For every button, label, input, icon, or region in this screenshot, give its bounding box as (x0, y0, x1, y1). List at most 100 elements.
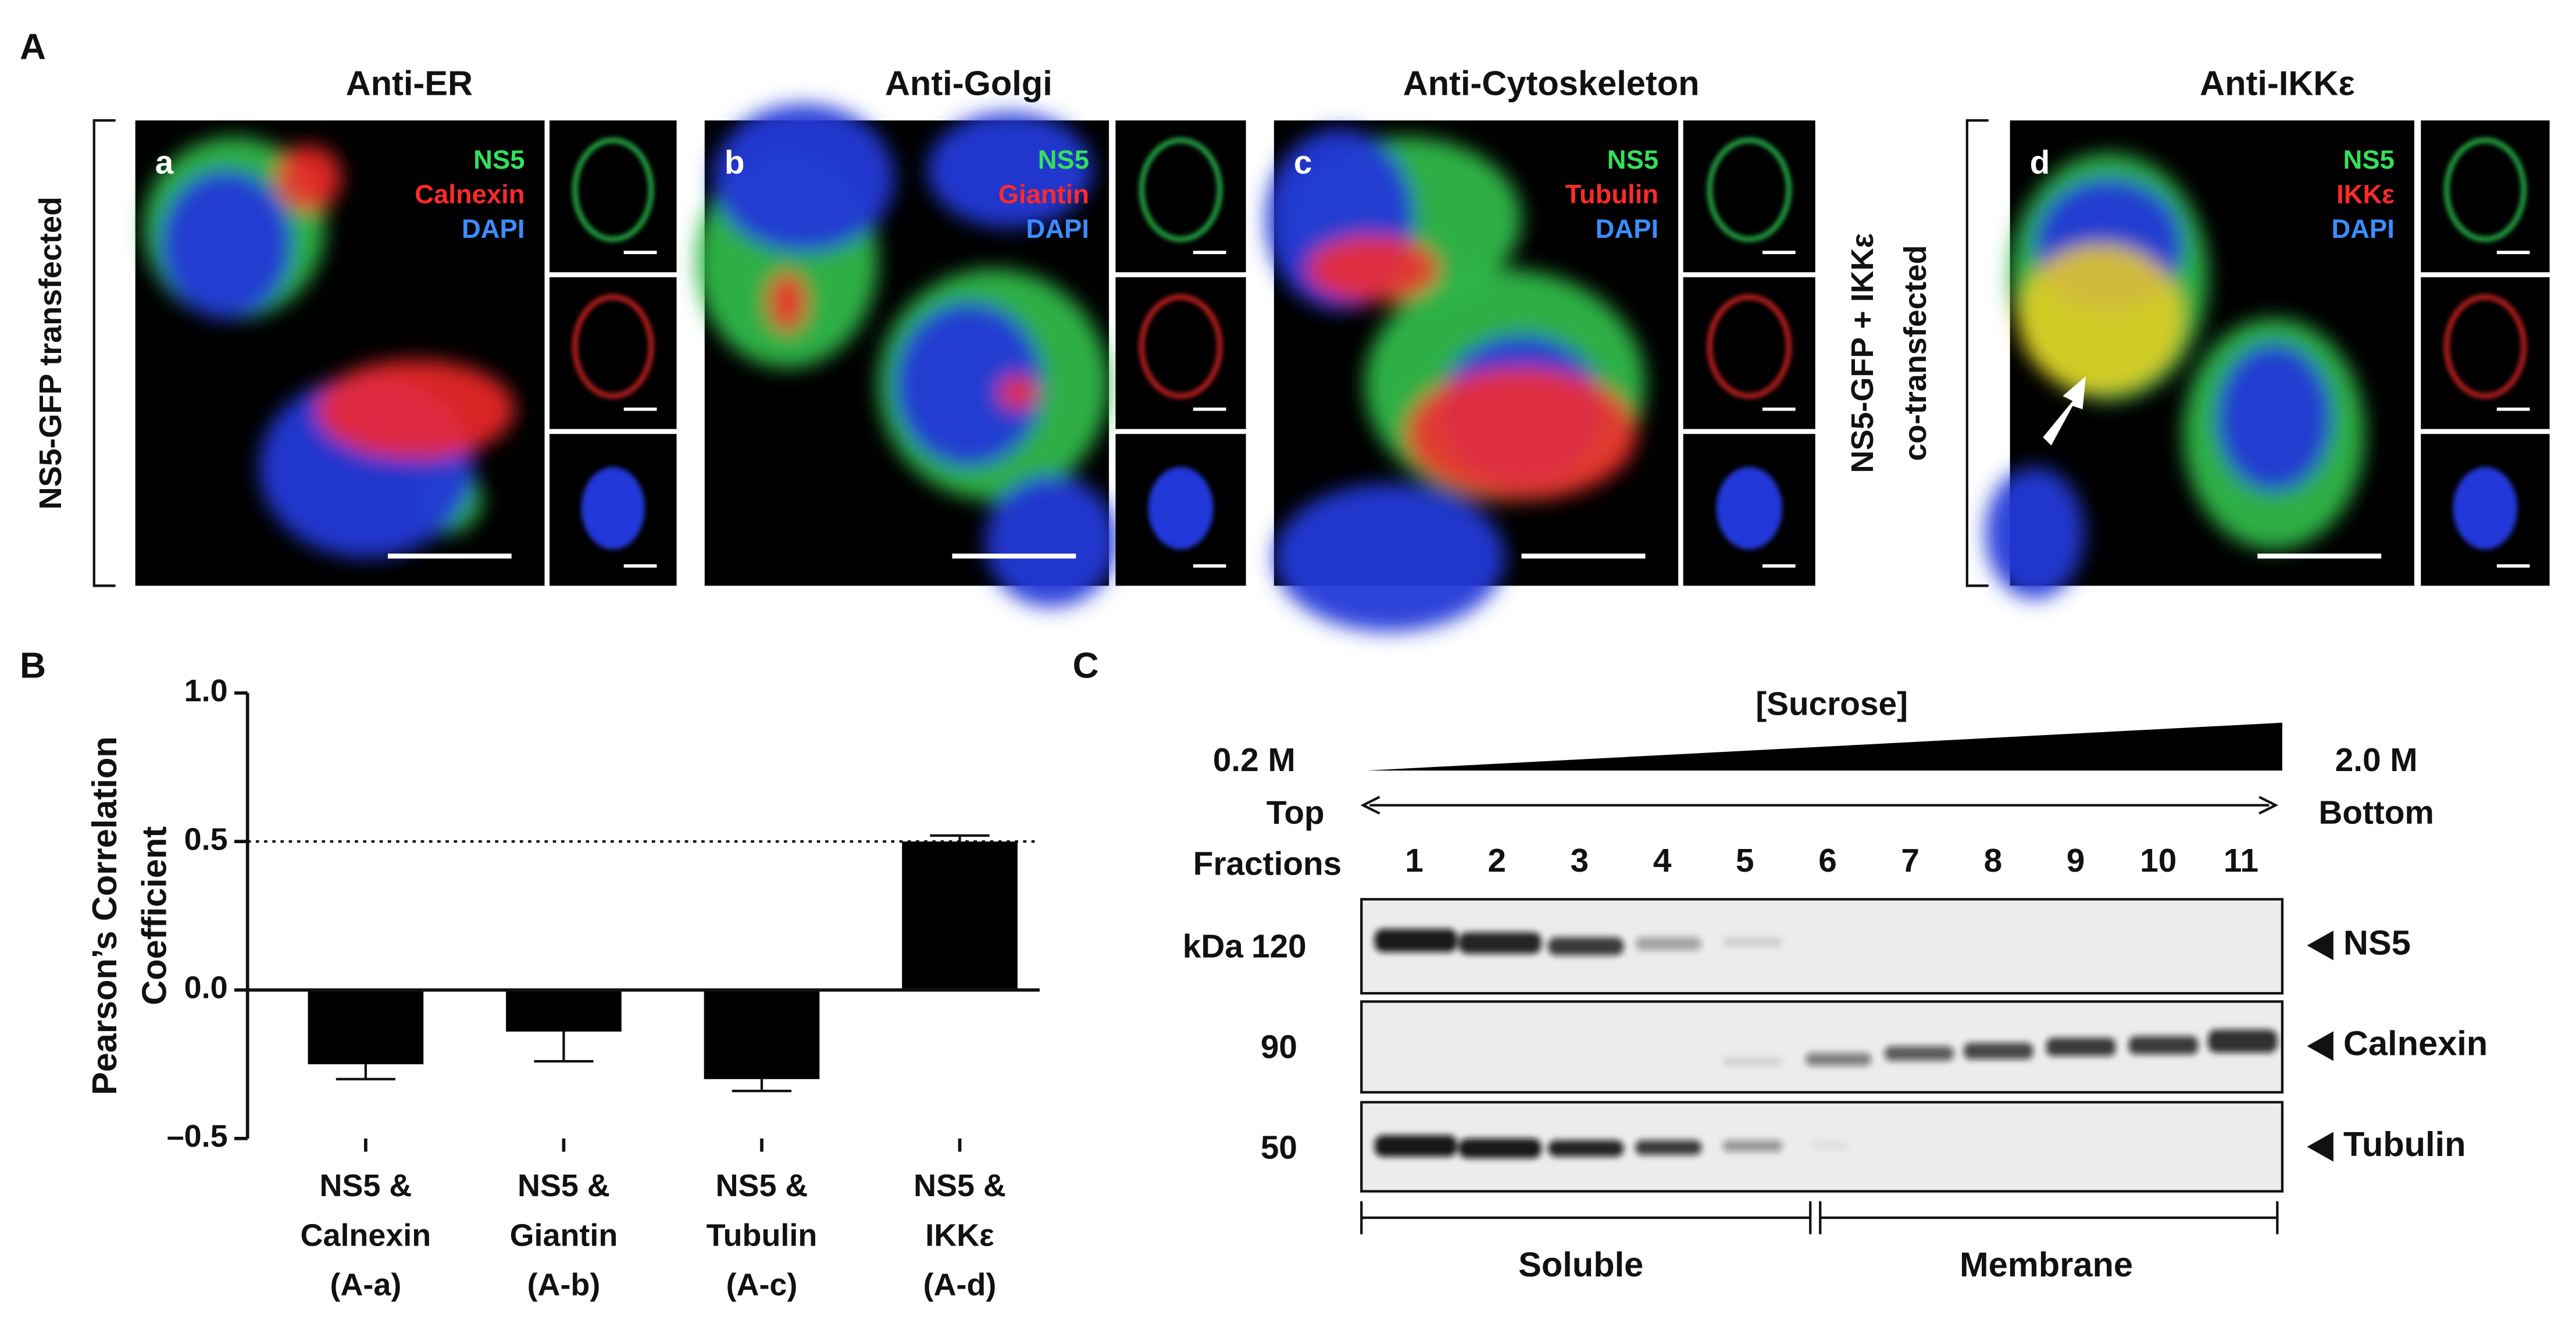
band (2046, 1037, 2116, 1056)
micrograph-art (1265, 129, 1646, 632)
column-title: Anti-ER (346, 63, 473, 102)
inset-signal (572, 294, 654, 399)
fraction-number: 7 (1901, 843, 1919, 879)
x-tick-label: Giantin (510, 1218, 618, 1253)
inset-signal (1707, 294, 1792, 399)
fraction-number: 9 (2067, 843, 2085, 879)
panel-label: A (20, 27, 46, 67)
inset (550, 120, 677, 273)
band (2208, 1029, 2278, 1053)
bar (704, 990, 820, 1079)
y-tick-label: 1.0 (184, 673, 228, 708)
band (1722, 1057, 1782, 1066)
band (1805, 1053, 1872, 1066)
inset (1683, 277, 1815, 429)
inset (550, 277, 677, 429)
inset-signal (1716, 467, 1782, 550)
fraction-number: 8 (1984, 843, 2003, 879)
cell-signal (927, 112, 1093, 228)
micrograph-art (696, 104, 1118, 608)
error-bar (336, 1064, 395, 1080)
gradient-low: 0.2 M (1213, 742, 1296, 779)
blot-labels: 1 2 3 4 5 6 7 8 9 10 11 120 NS5 90 Calnexin 50 Tubulin (1251, 843, 2488, 1166)
pointer (2307, 1132, 2334, 1162)
top-label: Top (1266, 795, 1325, 832)
protein-label: Tubulin (2343, 1125, 2466, 1164)
fraction-number: 10 (2140, 843, 2177, 879)
cell-signal (894, 302, 1043, 468)
x-tick-label: Tubulin (707, 1218, 818, 1253)
row-label: co-transfected (1898, 245, 1933, 461)
micrograph-art (143, 137, 515, 558)
bar (506, 990, 622, 1032)
stain-legend: NS5 (1038, 145, 1089, 174)
gradient-title: [Sucrose] (1756, 686, 1908, 722)
band (1964, 1043, 2033, 1059)
protein-label: Calnexin (2343, 1024, 2488, 1063)
micrograph-art (1985, 153, 2365, 600)
inset-signal (1148, 467, 1214, 550)
arrow (2043, 376, 2086, 446)
band (1812, 1141, 1849, 1150)
pointer (2307, 1031, 2334, 1061)
inset-signal (2453, 467, 2518, 550)
x-tick-label: NS5 & (914, 1168, 1006, 1203)
panel-label: C (1073, 645, 1099, 686)
row-label: NS5-GFP transfected (33, 197, 68, 509)
band (1374, 1135, 1457, 1157)
column-title: Anti-Golgi (885, 63, 1052, 102)
panel-letter: a (155, 145, 174, 181)
group-label: Soluble (1518, 1245, 1643, 1284)
y-tick-label: 0.5 (184, 822, 228, 857)
stain-legend: Calnexin (415, 180, 525, 209)
x-tick-label: (A-b) (527, 1267, 601, 1302)
band (2128, 1036, 2199, 1055)
panel-letter: c (1294, 145, 1312, 181)
inset-signal (1707, 137, 1792, 242)
x-tick-label: (A-a) (330, 1267, 401, 1302)
row-label: NS5-GFP + IKKε (1845, 233, 1880, 473)
kda-value: 50 (1261, 1130, 1297, 1166)
panel-label: B (20, 645, 46, 686)
band (1374, 929, 1457, 952)
bar-chart: –0.5 0.0 0.5 1.0 Pearson’s Correlation Coeffi… (85, 673, 1040, 1302)
kda-value: 90 (1261, 1029, 1297, 1066)
stain-legend: IKKε (2336, 180, 2395, 209)
bracket (1965, 119, 1989, 587)
fraction-number: 2 (1487, 843, 1506, 879)
fraction-number: 4 (1653, 843, 1672, 879)
cell-signal (1273, 483, 1505, 632)
band (1458, 932, 1542, 954)
inset (2421, 277, 2550, 429)
panel-letter: d (2030, 145, 2050, 181)
cell-signal (1985, 467, 2085, 600)
stain-legend: DAPI (2331, 214, 2394, 244)
cell-signal (712, 104, 895, 253)
stain-legend: Tubulin (1565, 180, 1659, 209)
cell-signal (2216, 343, 2332, 492)
fraction-number: 6 (1818, 843, 1837, 879)
column-title: Anti-Cytoskeleton (1403, 63, 1700, 102)
stain-legend: NS5 (1607, 145, 1658, 174)
cell-signal (2018, 244, 2183, 393)
cell-signal (985, 475, 1118, 608)
cell-signal (275, 145, 342, 212)
arrow-heads (1360, 795, 2279, 815)
gradient-high: 2.0 M (2335, 742, 2418, 779)
bracket (92, 119, 116, 587)
stain-legend: DAPI (1026, 214, 1089, 244)
x-tick-label: (A-d) (923, 1267, 997, 1302)
bar (308, 990, 424, 1065)
fraction-number: 3 (1571, 843, 1589, 879)
band (1547, 1140, 1624, 1157)
error-bar (732, 1079, 792, 1093)
band (1722, 1140, 1782, 1152)
sucrose-gradient: [Sucrose] 0.2 M 2.0 M Top Bottom Fractio… (1183, 686, 2434, 1283)
x-tick-label: IKKε (925, 1218, 994, 1253)
kda-label: kDa (1183, 929, 1244, 965)
column-title: Anti-IKKε (2200, 63, 2355, 102)
cell-signal (1405, 368, 1637, 500)
error-bar (534, 1032, 594, 1063)
kda-value: 120 (1251, 929, 1307, 965)
inset-signal (581, 467, 645, 550)
